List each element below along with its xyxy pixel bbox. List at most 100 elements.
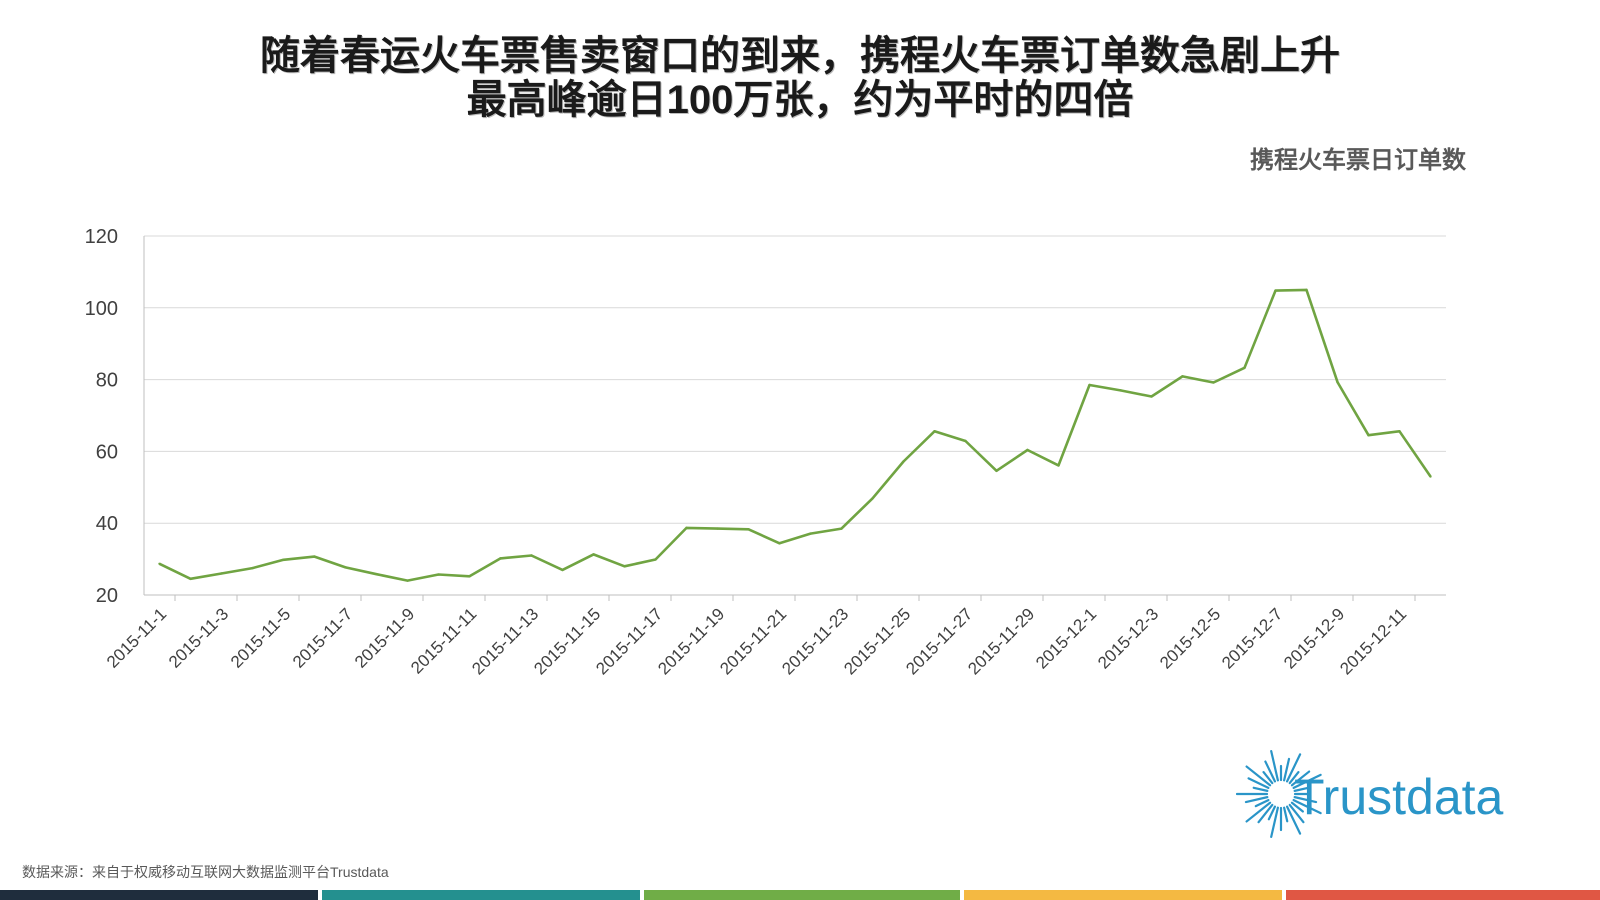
data-point (375, 572, 378, 576)
data-point (1305, 288, 1308, 292)
y-tick-label: 60 (96, 441, 118, 463)
legend-label: 携程火车票日订单数 (1250, 147, 1466, 174)
bottom-bar-segment-3 (644, 890, 960, 900)
data-point (809, 532, 812, 535)
data-point (530, 554, 533, 557)
logo-ray (1283, 757, 1291, 782)
data-point (933, 430, 936, 433)
logo-ray (1247, 777, 1270, 790)
y-tick-label: 80 (96, 370, 118, 392)
data-point (406, 579, 409, 582)
data-point (778, 542, 781, 545)
axes (143, 236, 1446, 596)
logo-ray (1288, 771, 1300, 785)
x-tick-label: 2015-11-29 (964, 604, 1038, 678)
logo-ray (1283, 806, 1289, 823)
data-point (251, 566, 254, 570)
logo-ray (1270, 806, 1279, 838)
x-tick-label: 2015-11-9 (351, 604, 418, 671)
x-tick-label: 2015-11-7 (289, 604, 356, 671)
logo-ray (1264, 760, 1277, 783)
logo-ray (1285, 805, 1302, 835)
x-tick-label: 2015-11-5 (227, 604, 294, 671)
data-point (716, 527, 719, 530)
data-source-note: 数据来源：来自于权威移动互联网大数据监测平台Trustdata (22, 864, 389, 880)
data-point (840, 527, 843, 530)
data-point (592, 553, 595, 556)
logo-ray (1293, 796, 1318, 804)
logo-ray (1292, 798, 1322, 815)
chart-title-line1: 随着春运火车票售卖窗口的到来，携程火车票订单数急剧上升 (260, 34, 1340, 78)
bottom-bar-segment-4 (964, 890, 1282, 900)
x-tick-label: 2015-11-1 (103, 604, 170, 671)
x-axis-ticks: 2015-11-12015-11-32015-11-52015-11-72015… (103, 595, 1416, 678)
y-tick-label: 40 (96, 513, 118, 535)
grid-lines (144, 235, 1446, 524)
x-tick-label: 2015-11-15 (530, 604, 604, 678)
logo-ray (1252, 786, 1269, 792)
data-point (561, 568, 564, 572)
data-point (964, 439, 967, 443)
x-tick-label: 2015-11-3 (165, 604, 232, 671)
logo-ray (1290, 770, 1311, 787)
data-point (871, 497, 874, 500)
logo-ray (1293, 786, 1310, 792)
series-layer (158, 288, 1432, 582)
logo-ray (1270, 750, 1279, 782)
data-point (1274, 289, 1277, 292)
data-point (189, 577, 192, 581)
data-point (995, 469, 998, 472)
logo-ray (1267, 805, 1277, 821)
y-axis-ticks: 20 40 60 80 100 120 (85, 226, 118, 607)
x-tick-label: 2015-11-19 (654, 604, 728, 678)
data-point (1367, 434, 1370, 437)
data-point (282, 558, 285, 562)
logo-ray (1254, 798, 1270, 808)
logo-ray (1262, 771, 1274, 785)
logo-text: Trustdata (1294, 769, 1504, 825)
logo-ray (1245, 765, 1272, 787)
data-point (902, 460, 905, 463)
data-point (313, 555, 316, 558)
x-tick-label: 2015-12-5 (1156, 604, 1224, 672)
x-tick-label: 2015-11-21 (716, 604, 790, 678)
logo-ray (1285, 753, 1302, 783)
logo-ray (1244, 796, 1269, 804)
trustdata-logo: Trustdata (1236, 750, 1504, 838)
data-point (1336, 380, 1339, 384)
x-tick-label: 2015-12-11 (1336, 604, 1410, 678)
x-tick-label: 2015-11-23 (778, 604, 852, 678)
data-point (747, 528, 750, 531)
data-point (1119, 389, 1122, 392)
series-line (158, 288, 1432, 582)
bottom-bar-segment-1 (0, 890, 318, 900)
data-point (158, 562, 161, 565)
data-point (685, 526, 688, 530)
data-point (468, 575, 471, 578)
x-tick-label: 2015-11-27 (902, 604, 976, 678)
sunburst-icon (1236, 750, 1322, 838)
data-point (623, 565, 626, 568)
data-point (1150, 395, 1153, 398)
logo-ray (1290, 801, 1304, 813)
data-point (1026, 448, 1029, 452)
data-point (1212, 381, 1215, 384)
bottom-bar-segment-5 (1286, 890, 1600, 900)
chart-title: 随着春运火车票售卖窗口的到来，携程火车票订单数急剧上升 最高峰逾日100万张，约… (0, 34, 1600, 122)
logo-ray (1288, 803, 1305, 824)
data-point (344, 566, 347, 569)
x-tick-label: 2015-11-17 (592, 604, 666, 678)
data-point (1088, 383, 1091, 387)
y-tick-label: 100 (85, 298, 118, 320)
data-point (220, 572, 223, 575)
data-point (499, 557, 502, 560)
data-point (1243, 366, 1246, 369)
y-tick-label: 120 (85, 226, 118, 248)
logo-ray (1292, 773, 1322, 790)
data-point (1181, 375, 1184, 378)
x-tick-label: 2015-11-25 (840, 604, 914, 678)
data-point (437, 573, 440, 576)
logo-ray (1245, 801, 1272, 823)
data-point (1429, 475, 1432, 478)
